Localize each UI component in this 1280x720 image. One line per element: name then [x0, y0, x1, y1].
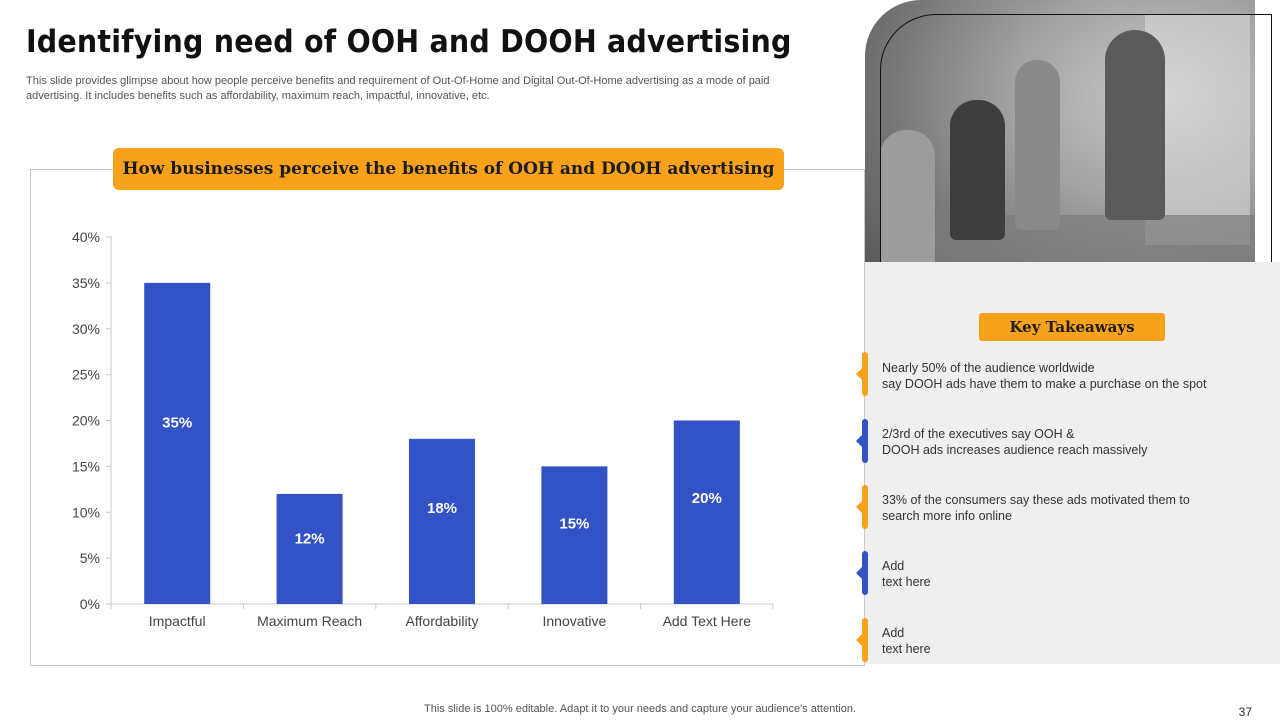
takeaway-marker-1	[856, 352, 868, 396]
takeaway-item-3: 33% of the consumers say these ads motiv…	[882, 492, 1262, 524]
takeaway-4-line2: text here	[882, 575, 931, 589]
takeaway-marker-5	[856, 618, 868, 662]
takeaway-3-line2: search more info online	[882, 509, 1012, 523]
takeaway-5-line2: text here	[882, 642, 931, 656]
photo-person-presenter	[1105, 30, 1165, 220]
takeaway-4-line1: Add	[882, 559, 905, 573]
slide-title: Identifying need of OOH and DOOH adverti…	[26, 24, 792, 60]
takeaway-1-line2: say DOOH ads have them to make a purchas…	[882, 377, 1207, 391]
photo-person	[1015, 60, 1060, 230]
takeaway-marker-4	[856, 551, 868, 595]
takeaway-1-line1: Nearly 50% of the audience worldwide	[882, 361, 1095, 375]
takeaway-3-line1: 33% of the consumers say these ads motiv…	[882, 493, 1190, 507]
takeaway-marker-2	[856, 419, 868, 463]
slide-subtitle: This slide provides glimpse about how pe…	[26, 75, 770, 102]
slide-footer: This slide is 100% editable. Adapt it to…	[424, 703, 856, 715]
takeaway-2-line1: 2/3rd of the executives say OOH &	[882, 427, 1075, 441]
page-number: 37	[1238, 705, 1252, 719]
takeaway-2-line2: DOOH ads increases audience reach massiv…	[882, 443, 1148, 457]
key-takeaways-heading: Key Takeaways	[979, 313, 1165, 341]
chart-title-banner: How businesses perceive the benefits of …	[113, 148, 784, 190]
takeaway-5-line1: Add	[882, 626, 905, 640]
takeaway-item-1: Nearly 50% of the audience worldwide say…	[882, 360, 1262, 392]
takeaway-item-2: 2/3rd of the executives say OOH & DOOH a…	[882, 426, 1262, 458]
photo-person	[950, 100, 1005, 240]
takeaway-item-4: Add text here	[882, 558, 1262, 590]
photo-person	[880, 130, 935, 280]
takeaway-marker-3	[856, 485, 868, 529]
takeaway-item-5: Add text here	[882, 625, 1262, 657]
chart-frame	[30, 169, 865, 666]
